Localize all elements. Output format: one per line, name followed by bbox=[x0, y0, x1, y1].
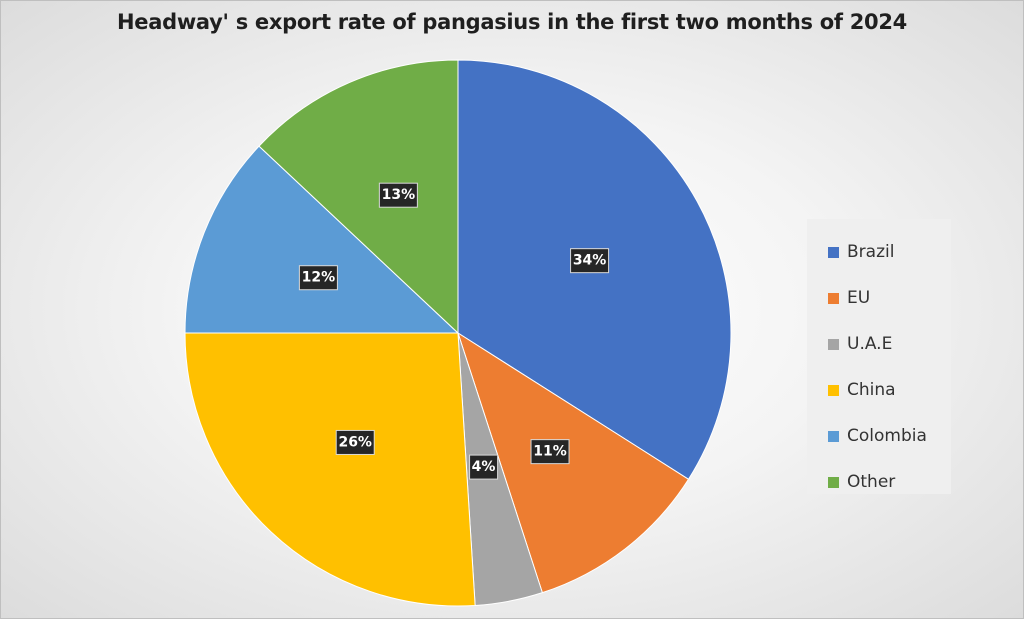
data-label-text: 12% bbox=[302, 270, 336, 286]
legend-label: Brazil bbox=[847, 242, 895, 262]
data-label: 26% bbox=[335, 429, 375, 455]
data-label-box bbox=[378, 182, 418, 208]
data-label-box bbox=[570, 248, 610, 274]
legend-item: Other bbox=[807, 459, 951, 505]
legend-label: Other bbox=[847, 472, 896, 492]
pie-slice-other bbox=[258, 59, 459, 335]
legend-swatch bbox=[828, 430, 839, 442]
legend-item: EU bbox=[807, 275, 951, 321]
data-label-text: 13% bbox=[382, 187, 416, 203]
data-label-text: 4% bbox=[472, 459, 496, 475]
pie-slice-china bbox=[184, 332, 476, 607]
chart-legend: Brazil EU U.A.E China Colombia Other bbox=[807, 219, 951, 494]
data-label-box bbox=[530, 439, 570, 465]
pie-data-labels: 34% 11% 4% 26% 12% 13% bbox=[298, 182, 610, 480]
data-label-text: 11% bbox=[533, 444, 567, 460]
data-label-box bbox=[335, 429, 375, 455]
legend-item: Brazil bbox=[807, 229, 951, 275]
legend-swatch bbox=[828, 338, 839, 350]
legend-swatch bbox=[828, 292, 839, 304]
legend-label: Colombia bbox=[847, 426, 927, 446]
data-label: 12% bbox=[298, 265, 338, 291]
pie-slice-colombia bbox=[184, 145, 460, 334]
data-label-box bbox=[469, 454, 499, 480]
legend-item: U.A.E bbox=[807, 321, 951, 367]
pie-slice-eu bbox=[457, 331, 690, 594]
legend-item: China bbox=[807, 367, 951, 413]
data-label: 13% bbox=[378, 182, 418, 208]
chart-title: Headway' s export rate of pangasius in t… bbox=[117, 10, 907, 34]
legend-swatch bbox=[828, 476, 839, 488]
data-label: 11% bbox=[530, 439, 570, 465]
pie-slices bbox=[184, 59, 732, 607]
legend-label: China bbox=[847, 380, 896, 400]
legend-label: U.A.E bbox=[847, 334, 893, 354]
data-label-box bbox=[298, 265, 338, 291]
legend-swatch bbox=[828, 246, 839, 258]
data-label: 4% bbox=[469, 454, 499, 480]
data-label-text: 26% bbox=[338, 434, 372, 450]
legend-item: Colombia bbox=[807, 413, 951, 459]
legend-label: EU bbox=[847, 288, 871, 308]
data-label: 34% bbox=[570, 248, 610, 274]
data-label-text: 34% bbox=[573, 253, 607, 269]
legend-swatch bbox=[828, 384, 839, 396]
